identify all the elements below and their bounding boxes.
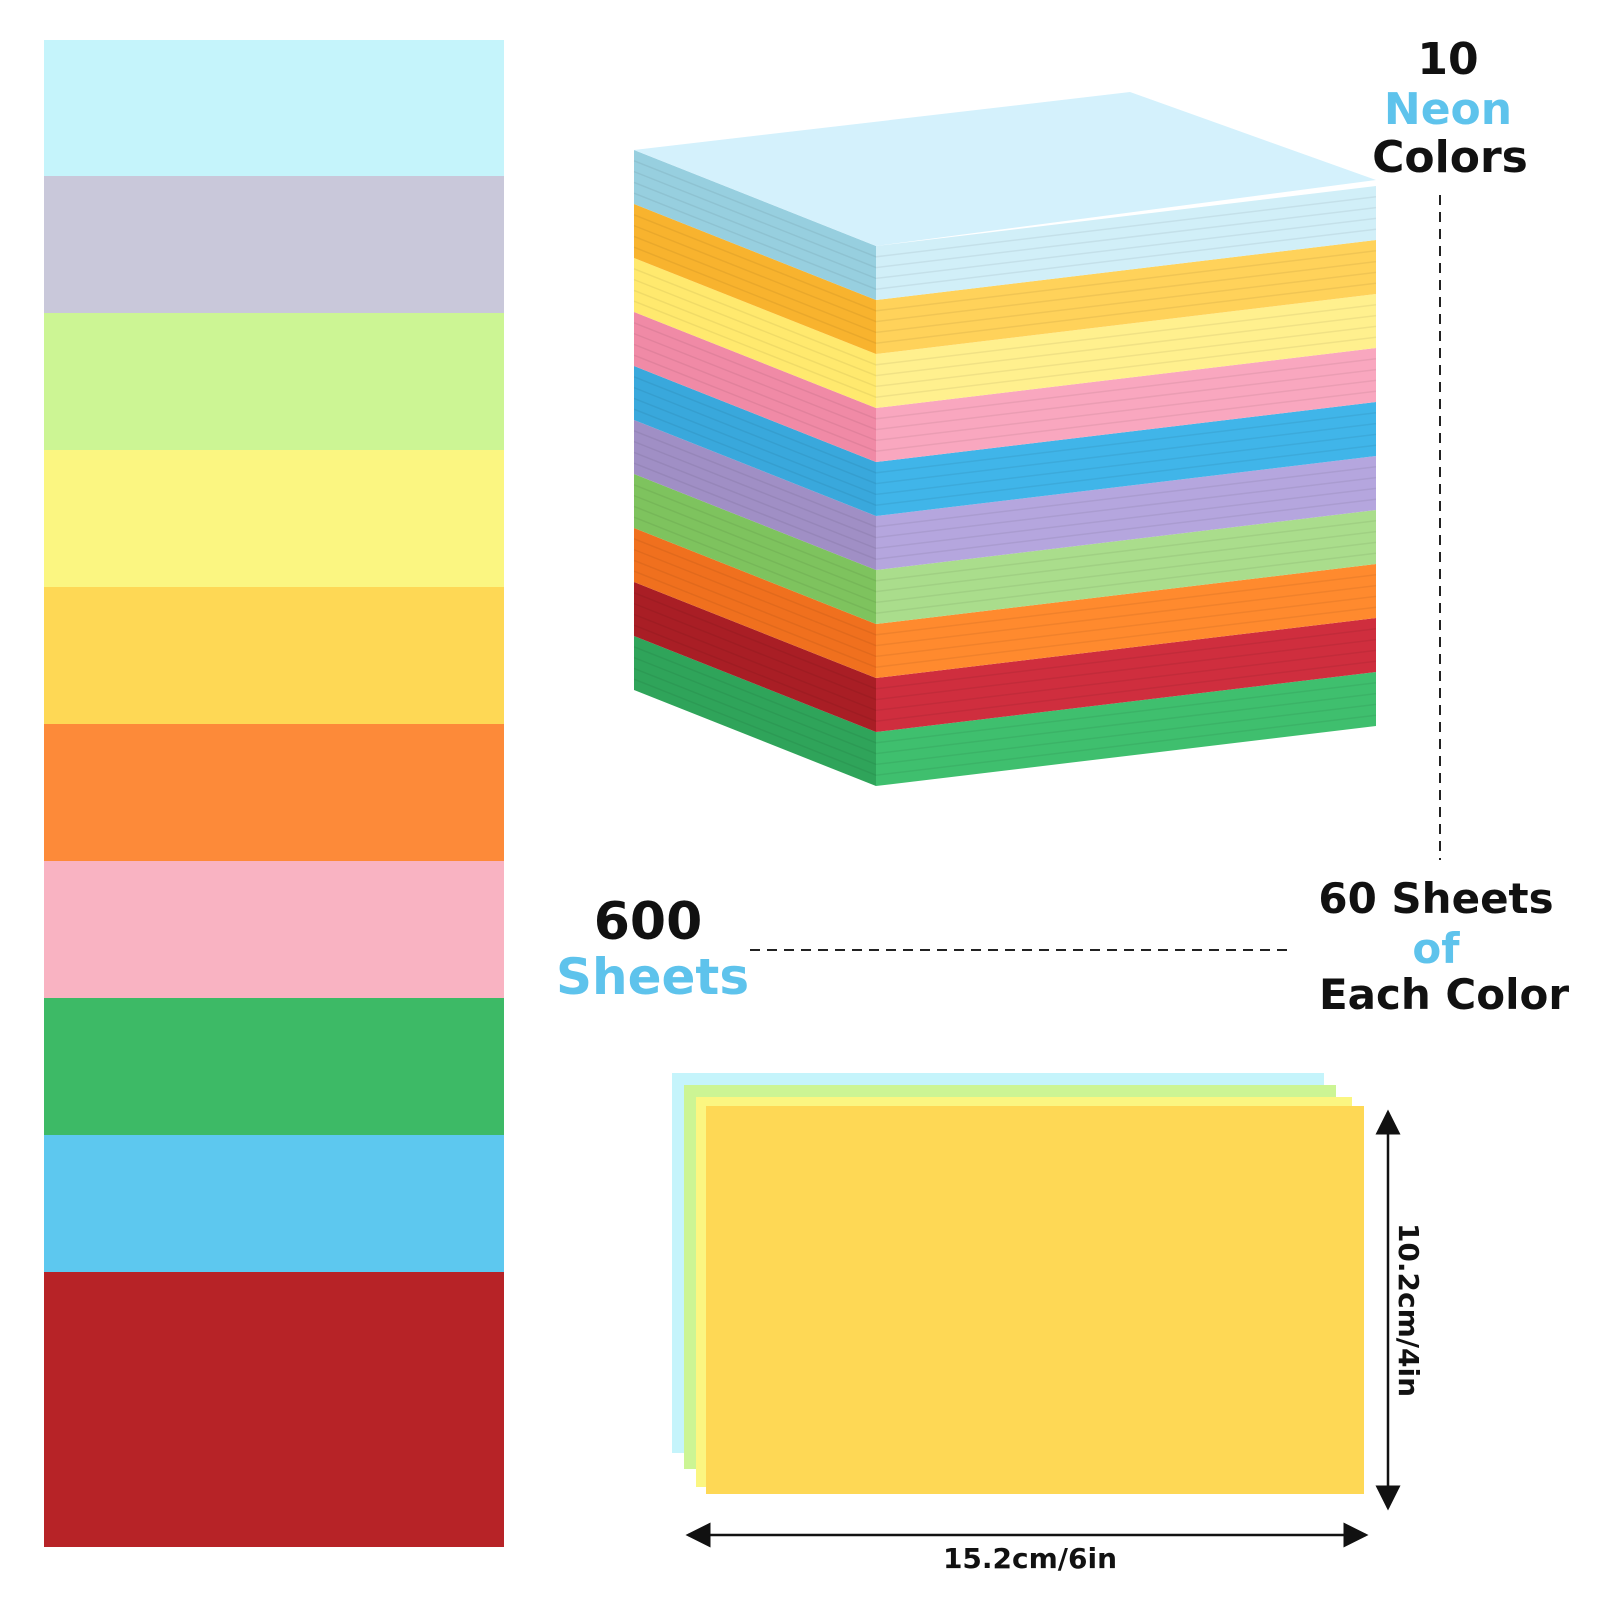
sheet-edge-line — [633, 354, 1377, 452]
sheet-edge-line — [633, 656, 1377, 755]
sheet-edge-line — [633, 192, 1377, 290]
stack-layer-red-front — [634, 582, 876, 732]
colors-type-label: Neon — [1383, 84, 1513, 135]
sheet-edge-line — [633, 548, 1377, 647]
height-dimension-label: 10.2cm/4in — [1392, 1222, 1425, 1398]
stack-layer-blue-side — [876, 402, 1376, 516]
sheet-edge-line — [633, 624, 1377, 722]
swatch-golden-yellow — [44, 587, 504, 724]
per-color-line2-label: of — [1412, 924, 1460, 973]
sheets-total-label: 600 — [593, 892, 703, 952]
sheet-edge-line — [633, 430, 1377, 528]
sheet-edge-line — [633, 224, 1377, 323]
stack-layer-purple-front — [634, 420, 876, 570]
stack-layer-pink-side — [876, 348, 1376, 462]
sheet-edge-line — [633, 408, 1377, 506]
sheet-edge-line — [633, 570, 1377, 668]
stack-layer-orange-yellow-side — [876, 240, 1376, 354]
stack-layer-green-front — [634, 636, 876, 786]
sheet-edge-line — [633, 559, 1377, 658]
sheet-edge-line — [633, 289, 1377, 388]
sheet-edge-line — [633, 484, 1377, 582]
sheet-edge-line — [633, 268, 1377, 366]
sheet-edge-line — [633, 538, 1377, 636]
per-color-line1-label: 60 Sheets — [1318, 874, 1554, 923]
swatch-orange — [44, 724, 504, 861]
color-swatch-column — [44, 40, 504, 1550]
yellow-card — [706, 1106, 1364, 1494]
stack-layer-blue-front — [634, 366, 876, 516]
sheet-edge-line — [633, 505, 1377, 604]
stack-layer-pink-front — [634, 312, 876, 462]
sheet-edge-line — [633, 235, 1377, 334]
sheet-edge-line — [633, 386, 1377, 485]
sheet-edge-line — [633, 332, 1377, 431]
sheet-edge-line — [633, 214, 1377, 312]
sheet-edge-line — [633, 246, 1377, 344]
sheet-edge-line — [633, 613, 1377, 712]
stack-top-face — [634, 92, 1376, 246]
stack-layer-yellow-front — [634, 258, 876, 408]
colors-word-label: Colors — [1372, 132, 1528, 183]
swatch-sky-blue — [44, 1135, 504, 1272]
sheet-edge-line — [633, 667, 1377, 766]
sheet-edge-line — [633, 278, 1377, 377]
sheets-word-label: Sheets — [556, 948, 750, 1006]
stack-layer-orange-yellow-front — [634, 204, 876, 354]
swatch-light-cyan — [44, 40, 504, 176]
sheet-edge-line — [633, 170, 1377, 269]
sheet-edge-line — [633, 160, 1377, 258]
colors-count-label: 10 — [1417, 34, 1479, 85]
swatch-green — [44, 998, 504, 1135]
sheet-edge-line — [633, 343, 1377, 442]
swatch-lemon — [44, 450, 504, 587]
stack-layer-yellow-side — [876, 294, 1376, 408]
sheet-edge-line — [633, 516, 1377, 614]
sheet-edge-line — [633, 494, 1377, 593]
stack-layer-purple-side — [876, 456, 1376, 570]
swatch-lavender-gray — [44, 176, 504, 313]
sheet-edge-line — [633, 462, 1377, 560]
stack-layer-green-light-side — [876, 510, 1376, 624]
stack-layer-light-blue-front — [634, 150, 876, 300]
paper-stack — [633, 92, 1377, 786]
width-dimension-label: 15.2cm/6in — [942, 1542, 1118, 1575]
sheet-edge-line — [633, 678, 1377, 776]
stack-layer-green-light-front — [634, 474, 876, 624]
swatch-red — [44, 1272, 504, 1547]
swatch-lime — [44, 313, 504, 450]
stack-layer-red-side — [876, 618, 1376, 732]
card-fan — [672, 1073, 1364, 1494]
swatch-pink — [44, 861, 504, 998]
sheet-edge-line — [633, 300, 1377, 398]
sheet-edge-line — [633, 376, 1377, 474]
stack-layer-orange-front — [634, 528, 876, 678]
sheet-edge-line — [633, 397, 1377, 496]
stack-layer-green-side — [876, 672, 1376, 786]
sheet-edge-line — [633, 322, 1377, 420]
sheet-edge-line — [633, 181, 1377, 280]
sheet-edge-line — [633, 602, 1377, 701]
sheet-edge-line — [633, 440, 1377, 539]
stack-layer-orange-side — [876, 564, 1376, 678]
sheet-edge-line — [633, 451, 1377, 550]
stack-layer-light-blue-side — [876, 186, 1376, 300]
per-color-line3-label: Each Color — [1318, 970, 1570, 1019]
sheet-edge-line — [633, 592, 1377, 690]
sheet-edge-line — [633, 646, 1377, 744]
